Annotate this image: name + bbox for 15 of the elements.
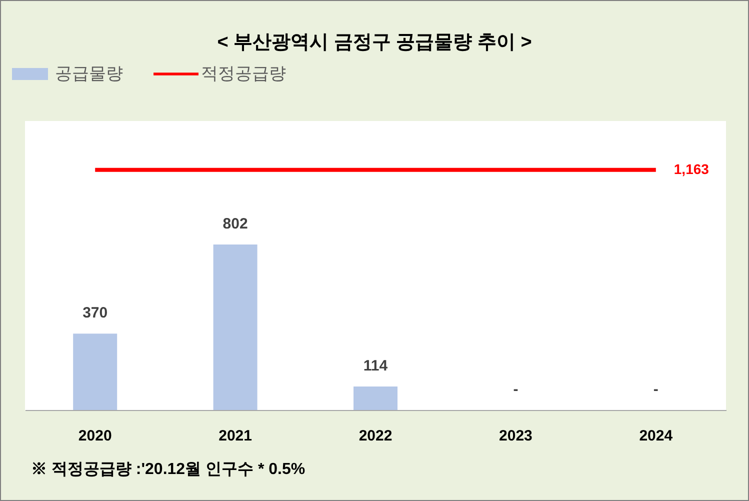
data-label: 802 xyxy=(222,215,248,232)
x-tick-label: 2024 xyxy=(639,428,674,444)
data-label: 1,163 xyxy=(674,160,710,177)
legend-label: 적정공급량 xyxy=(201,64,286,83)
x-tick-label: 2023 xyxy=(499,428,532,444)
x-tick-label: 2021 xyxy=(218,428,252,444)
text: ※ 적정공급량 :'20.12월 인구수 * 0.5% xyxy=(31,460,306,480)
legend-label: 공급물량 xyxy=(55,64,123,83)
data-label: 370 xyxy=(82,304,108,322)
text: - xyxy=(513,381,518,398)
x-tick-label: 2022 xyxy=(358,428,392,444)
data-label: 114 xyxy=(363,357,388,374)
text: - xyxy=(653,381,658,398)
x-tick-label: 2020 xyxy=(78,428,112,444)
chart-title: < 부산광역시 금정구 공급물량 추이 > xyxy=(216,31,533,55)
